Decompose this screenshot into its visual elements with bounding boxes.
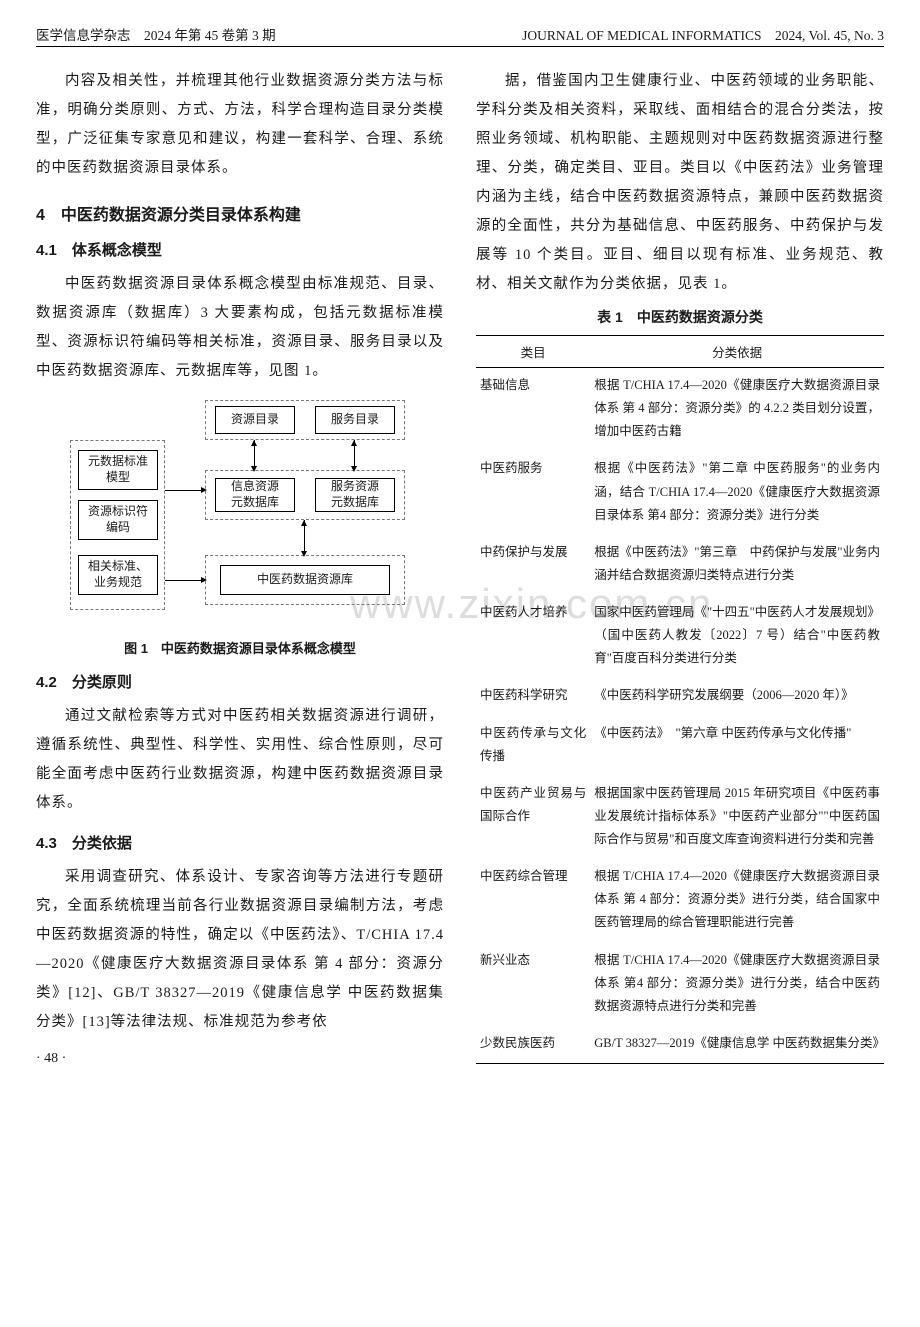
para-4-2: 通过文献检索等方式对中医药相关数据资源进行调研，遵循系统性、典型性、科学性、实用… (36, 702, 444, 818)
para-4-3: 采用调查研究、体系设计、专家咨询等方法进行专题研究，全面系统梳理当前各行业数据资… (36, 863, 444, 1037)
table-head-row: 类目 分类依据 (476, 336, 884, 368)
arrow-h1 (165, 490, 205, 491)
th-category: 类目 (476, 336, 590, 368)
table-row: 中药保护与发展根据《中医药法》"第三章 中药保护与发展"业务内涵并结合数据资源归… (476, 535, 884, 595)
cell-basis: 根据 T/CHIA 17.4—2020《健康医疗大数据资源目录体系 第4 部分：… (590, 943, 884, 1026)
arrow-v2-head-up (351, 440, 357, 446)
arrow-h2 (165, 580, 205, 581)
table-row: 新兴业态根据 T/CHIA 17.4—2020《健康医疗大数据资源目录体系 第4… (476, 943, 884, 1026)
header-left: 医学信息学杂志 2024 年第 45 卷第 3 期 (36, 24, 276, 44)
cell-cat: 中医药科学研究 (476, 678, 590, 715)
cell-cat: 中医药服务 (476, 451, 590, 534)
figure-1-diagram: 元数据标准模型 资源标识符编码 相关标准、业务规范 资源目录 服务目录 信息资源… (70, 400, 410, 630)
cell-basis: 《中医药法》 "第六章 中医药传承与文化传播" (590, 716, 884, 776)
figure-1-caption: 图 1 中医药数据资源目录体系概念模型 (70, 638, 410, 657)
box-tcm-db: 中医药数据资源库 (220, 565, 390, 595)
cell-cat: 新兴业态 (476, 943, 590, 1026)
table-row: 中医药人才培养国家中医药管理局《"十四五"中医药人才发展规划》（国中医药人教发〔… (476, 595, 884, 678)
figure-1: 元数据标准模型 资源标识符编码 相关标准、业务规范 资源目录 服务目录 信息资源… (70, 400, 410, 657)
cont-paragraph: 据，借鉴国内卫生健康行业、中医药领域的业务职能、学科分类及相关资料，采取线、面相… (476, 67, 884, 299)
cell-cat: 少数民族医药 (476, 1026, 590, 1064)
box-res-dir: 资源目录 (215, 406, 295, 434)
table-1-caption: 表 1 中医药数据资源分类 (476, 307, 884, 327)
table-row: 少数民族医药GB/T 38327—2019《健康信息学 中医药数据集分类》 (476, 1026, 884, 1064)
cell-basis: 根据 T/CHIA 17.4—2020《健康医疗大数据资源目录体系 第 4 部分… (590, 368, 884, 452)
cell-basis: 国家中医药管理局《"十四五"中医药人才发展规划》（国中医药人教发〔2022〕7 … (590, 595, 884, 678)
para-4-1: 中医药数据资源目录体系概念模型由标准规范、目录、数据资源库（数据库）3 大要素构… (36, 270, 444, 386)
arrow-v3-head-dn (301, 551, 307, 557)
header-right: JOURNAL OF MEDICAL INFORMATICS 2024, Vol… (522, 24, 884, 44)
right-column: 据，借鉴国内卫生健康行业、中医药领域的业务职能、学科分类及相关资料，采取线、面相… (476, 67, 884, 1067)
box-rel-std: 相关标准、业务规范 (78, 555, 158, 595)
heading-4-2: 4.2 分类原则 (36, 671, 444, 692)
arrow-h1-head (201, 487, 207, 493)
arrow-v3-head-up (301, 520, 307, 526)
table-row: 中医药产业贸易与国际合作根据国家中医药管理局 2015 年研究项目《中医药事业发… (476, 776, 884, 859)
heading-4-1: 4.1 体系概念模型 (36, 239, 444, 260)
page-number: · 48 · (36, 1051, 444, 1067)
intro-paragraph: 内容及相关性，并梳理其他行业数据资源分类方法与标准，明确分类原则、方式、方法，科… (36, 67, 444, 183)
table-body: 基础信息根据 T/CHIA 17.4—2020《健康医疗大数据资源目录体系 第 … (476, 368, 884, 1064)
heading-4: 4 中医药数据资源分类目录体系构建 (36, 201, 444, 225)
table-row: 中医药传承与文化传播《中医药法》 "第六章 中医药传承与文化传播" (476, 716, 884, 776)
cell-cat: 中医药综合管理 (476, 859, 590, 942)
arrow-v1-head-dn (251, 466, 257, 472)
box-svc-dir: 服务目录 (315, 406, 395, 434)
running-header: 医学信息学杂志 2024 年第 45 卷第 3 期 JOURNAL OF MED… (36, 24, 884, 47)
box-res-id: 资源标识符编码 (78, 500, 158, 540)
cell-basis: GB/T 38327—2019《健康信息学 中医药数据集分类》 (590, 1026, 884, 1064)
arrow-v1-head-up (251, 440, 257, 446)
table-row: 中医药服务根据《中医药法》"第二章 中医药服务"的业务内涵，结合 T/CHIA … (476, 451, 884, 534)
table-1: 类目 分类依据 基础信息根据 T/CHIA 17.4—2020《健康医疗大数据资… (476, 335, 884, 1064)
arrow-v2-head-dn (351, 466, 357, 472)
cell-basis: 根据 T/CHIA 17.4—2020《健康医疗大数据资源目录体系 第 4 部分… (590, 859, 884, 942)
cell-cat: 中医药产业贸易与国际合作 (476, 776, 590, 859)
cell-basis: 根据国家中医药管理局 2015 年研究项目《中医药事业发展统计指标体系》"中医药… (590, 776, 884, 859)
cell-cat: 中医药人才培养 (476, 595, 590, 678)
left-column: 内容及相关性，并梳理其他行业数据资源分类方法与标准，明确分类原则、方式、方法，科… (36, 67, 444, 1067)
cell-cat: 中医药传承与文化传播 (476, 716, 590, 776)
cell-basis: 根据《中医药法》"第三章 中药保护与发展"业务内涵并结合数据资源归类特点进行分类 (590, 535, 884, 595)
table-row: 中医药综合管理根据 T/CHIA 17.4—2020《健康医疗大数据资源目录体系… (476, 859, 884, 942)
heading-4-3: 4.3 分类依据 (36, 832, 444, 853)
box-meta-std: 元数据标准模型 (78, 450, 158, 490)
arrow-h2-head (201, 577, 207, 583)
cell-cat: 中药保护与发展 (476, 535, 590, 595)
box-info-db: 信息资源元数据库 (215, 478, 295, 512)
box-svc-db: 服务资源元数据库 (315, 478, 395, 512)
cell-cat: 基础信息 (476, 368, 590, 452)
table-row: 基础信息根据 T/CHIA 17.4—2020《健康医疗大数据资源目录体系 第 … (476, 368, 884, 452)
table-row: 中医药科学研究《中医药科学研究发展纲要（2006—2020 年）》 (476, 678, 884, 715)
cell-basis: 《中医药科学研究发展纲要（2006—2020 年）》 (590, 678, 884, 715)
th-basis: 分类依据 (590, 336, 884, 368)
cell-basis: 根据《中医药法》"第二章 中医药服务"的业务内涵，结合 T/CHIA 17.4—… (590, 451, 884, 534)
